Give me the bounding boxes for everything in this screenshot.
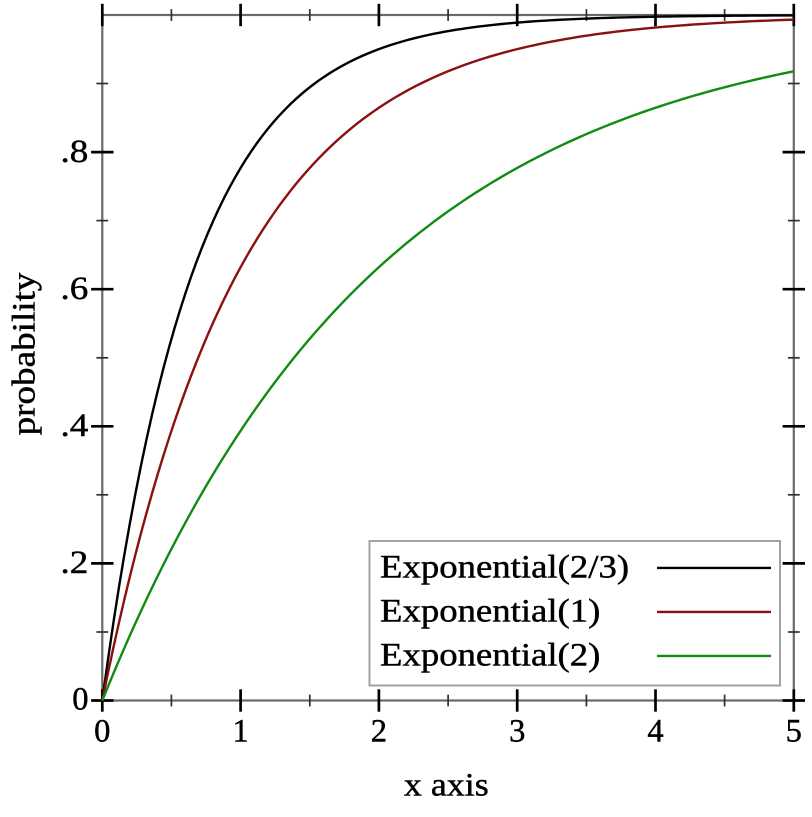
svg-text:2: 2 (371, 714, 387, 750)
svg-text:probability: probability (7, 272, 43, 436)
svg-text:.2: .2 (61, 545, 89, 581)
svg-text:Exponential(2): Exponential(2) (380, 638, 600, 674)
svg-text:.4: .4 (61, 408, 89, 444)
svg-text:Exponential(2/3): Exponential(2/3) (380, 550, 629, 586)
svg-text:4: 4 (647, 714, 663, 750)
svg-text:Exponential(1): Exponential(1) (380, 594, 600, 630)
svg-text:.8: .8 (61, 134, 89, 170)
svg-text:1: 1 (232, 714, 248, 750)
svg-text:.6: .6 (61, 271, 89, 307)
svg-text:0: 0 (72, 682, 88, 718)
svg-text:5: 5 (786, 714, 802, 750)
svg-text:x axis: x axis (404, 767, 489, 803)
svg-text:0: 0 (94, 714, 110, 750)
svg-text:3: 3 (509, 714, 525, 750)
